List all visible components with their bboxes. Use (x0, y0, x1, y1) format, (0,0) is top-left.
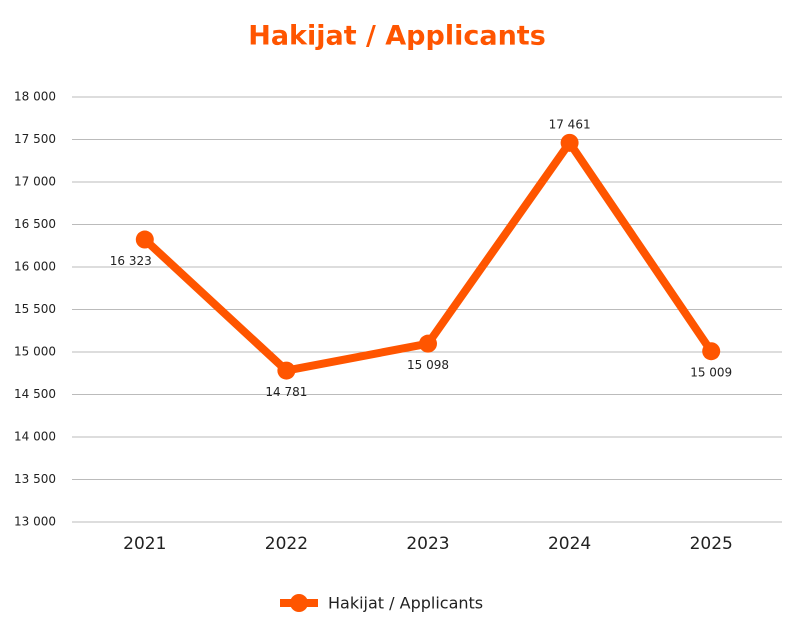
data-point (135, 230, 154, 249)
data-point (560, 133, 579, 152)
y-tick-label: 13 500 (14, 472, 56, 486)
data-label: 17 461 (549, 117, 591, 131)
y-tick-label: 16 500 (14, 217, 56, 231)
data-point (277, 361, 296, 380)
data-label: 15 009 (690, 366, 732, 380)
x-tick-label: 2022 (265, 534, 308, 554)
data-label: 16 323 (110, 254, 152, 268)
x-tick-label: 2024 (548, 534, 591, 554)
chart-title: Hakijat / Applicants (248, 21, 546, 52)
y-tick-label: 17 000 (14, 175, 56, 189)
data-label: 14 781 (265, 385, 307, 399)
x-tick-label: 2023 (406, 534, 449, 554)
y-tick-label: 17 500 (14, 132, 56, 146)
x-tick-label: 2021 (123, 534, 166, 554)
y-tick-label: 15 500 (14, 302, 56, 316)
x-tick-label: 2025 (690, 534, 733, 554)
y-tick-label: 13 000 (14, 515, 56, 529)
y-tick-label: 18 000 (14, 90, 56, 104)
y-tick-label: 15 000 (14, 345, 56, 359)
data-point (419, 334, 437, 353)
data-label: 15 098 (407, 358, 449, 372)
y-tick-label: 14 500 (14, 387, 56, 401)
legend-marker (290, 594, 308, 612)
y-tick-label: 16 000 (14, 260, 56, 274)
y-tick-label: 14 000 (14, 430, 56, 444)
legend-label: Hakijat / Applicants (328, 594, 483, 613)
data-point (702, 342, 721, 361)
